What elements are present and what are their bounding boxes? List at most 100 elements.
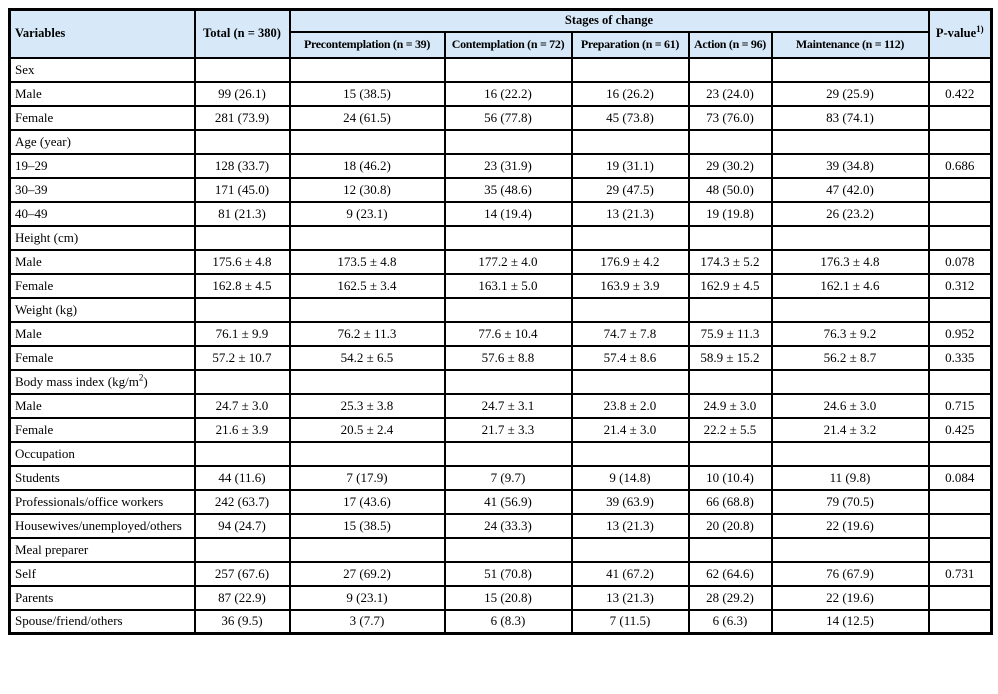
cell-total <box>193 128 291 155</box>
cell-action <box>687 536 773 563</box>
cell-precontemplation: 24 (61.5) <box>288 104 446 131</box>
cell-total <box>193 440 291 467</box>
cell-pvalue <box>927 584 993 611</box>
row-label: Weight (kg) <box>8 296 196 323</box>
cell-precontemplation: 18 (46.2) <box>288 152 446 179</box>
cell-precontemplation: 20.5 ± 2.4 <box>288 416 446 443</box>
cell-contemplation <box>443 440 573 467</box>
cell-total: 57.2 ± 10.7 <box>193 344 291 371</box>
data-row: Female 162.8 ± 4.5 162.5 ± 3.4 163.1 ± 5.0 1… <box>8 272 993 299</box>
cell-total: 36 (9.5) <box>193 608 291 635</box>
header-row-stages: Precontemplation (n = 39) Contemplation … <box>10 30 992 59</box>
cell-action: 62 (64.6) <box>687 560 773 587</box>
cell-contemplation: 77.6 ± 10.4 <box>443 320 573 347</box>
cell-maintenance: 162.1 ± 4.6 <box>770 272 930 299</box>
row-label: Female <box>8 104 196 131</box>
cell-pvalue <box>927 512 993 539</box>
cell-preparation: 9 (14.8) <box>570 464 690 491</box>
cell-maintenance <box>770 440 930 467</box>
cell-maintenance: 21.4 ± 3.2 <box>770 416 930 443</box>
cell-pvalue <box>927 128 993 155</box>
col-header-total: Total (n = 380) <box>193 8 291 59</box>
col-header-action: Action (n = 96) <box>687 30 773 59</box>
cell-pvalue: 0.084 <box>927 464 993 491</box>
cell-preparation: 29 (47.5) <box>570 176 690 203</box>
cell-contemplation: 51 (70.8) <box>443 560 573 587</box>
cell-maintenance: 29 (25.9) <box>770 80 930 107</box>
cell-preparation: 163.9 ± 3.9 <box>570 272 690 299</box>
cell-contemplation: 163.1 ± 5.0 <box>443 272 573 299</box>
cell-contemplation: 56 (77.8) <box>443 104 573 131</box>
cell-pvalue <box>927 176 993 203</box>
cell-contemplation <box>443 224 573 251</box>
data-row: Self 257 (67.6) 27 (69.2) 51 (70.8) 41 (67.2… <box>8 560 993 587</box>
cell-action: 10 (10.4) <box>687 464 773 491</box>
cell-precontemplation: 9 (23.1) <box>288 200 446 227</box>
cell-pvalue <box>927 440 993 467</box>
cell-maintenance: 79 (70.5) <box>770 488 930 515</box>
cell-action: 24.9 ± 3.0 <box>687 392 773 419</box>
cell-contemplation: 23 (31.9) <box>443 152 573 179</box>
cell-pvalue: 0.312 <box>927 272 993 299</box>
cell-total: 99 (26.1) <box>193 80 291 107</box>
cell-contemplation <box>443 56 573 83</box>
cell-maintenance <box>770 368 930 395</box>
row-label: Self <box>8 560 196 587</box>
cell-precontemplation: 9 (23.1) <box>288 584 446 611</box>
cell-preparation <box>570 368 690 395</box>
category-row: Weight (kg) <box>8 296 993 323</box>
cell-precontemplation: 7 (17.9) <box>288 464 446 491</box>
row-label: Sex <box>8 56 196 83</box>
cell-maintenance: 76.3 ± 9.2 <box>770 320 930 347</box>
cell-preparation: 74.7 ± 7.8 <box>570 320 690 347</box>
cell-preparation <box>570 128 690 155</box>
cell-preparation: 41 (67.2) <box>570 560 690 587</box>
cell-pvalue <box>927 104 993 131</box>
cell-preparation <box>570 224 690 251</box>
row-label: Female <box>8 344 196 371</box>
category-row: Body mass index (kg/m2) <box>8 368 993 395</box>
cell-precontemplation: 162.5 ± 3.4 <box>288 272 446 299</box>
cell-contemplation <box>443 128 573 155</box>
cell-contemplation: 6 (8.3) <box>443 608 573 635</box>
cell-contemplation <box>443 368 573 395</box>
data-row: Housewives/unemployed/others 94 (24.7) 15 … <box>8 512 993 539</box>
cell-contemplation: 7 (9.7) <box>443 464 573 491</box>
col-header-maintenance: Maintenance (n = 112) <box>770 30 930 59</box>
cell-maintenance: 39 (34.8) <box>770 152 930 179</box>
row-label: Spouse/friend/others <box>8 608 196 635</box>
cell-precontemplation: 27 (69.2) <box>288 560 446 587</box>
row-label: Students <box>8 464 196 491</box>
data-row: Male 175.6 ± 4.8 173.5 ± 4.8 177.2 ± 4.0 176… <box>8 248 993 275</box>
cell-contemplation: 15 (20.8) <box>443 584 573 611</box>
cell-total: 257 (67.6) <box>193 560 291 587</box>
cell-pvalue <box>927 536 993 563</box>
row-label: Female <box>8 416 196 443</box>
data-row: Male 99 (26.1) 15 (38.5) 16 (22.2) 16 (26.2)… <box>8 80 993 107</box>
col-header-contemplation: Contemplation (n = 72) <box>443 30 573 59</box>
col-header-stages-of-change: Stages of change <box>288 8 930 33</box>
table-body: Sex Male 99 (26.1) 15 (38.5) 16 (22.2) 16 (26… <box>8 56 993 635</box>
row-label: Body mass index (kg/m2) <box>8 368 196 395</box>
cell-action: 20 (20.8) <box>687 512 773 539</box>
category-row: Sex <box>8 56 993 83</box>
cell-pvalue <box>927 368 993 395</box>
cell-action: 29 (30.2) <box>687 152 773 179</box>
cell-preparation: 45 (73.8) <box>570 104 690 131</box>
cell-action: 22.2 ± 5.5 <box>687 416 773 443</box>
cell-pvalue: 0.422 <box>927 80 993 107</box>
cell-total <box>193 368 291 395</box>
row-label: Parents <box>8 584 196 611</box>
cell-precontemplation <box>288 128 446 155</box>
cell-precontemplation: 3 (7.7) <box>288 608 446 635</box>
col-header-variables: Variables <box>8 8 196 59</box>
cell-pvalue <box>927 488 993 515</box>
cell-total <box>193 296 291 323</box>
cell-pvalue: 0.335 <box>927 344 993 371</box>
cell-maintenance: 22 (19.6) <box>770 584 930 611</box>
data-row: Students 44 (11.6) 7 (17.9) 7 (9.7) 9 (14.8)… <box>8 464 993 491</box>
data-row: Male 76.1 ± 9.9 76.2 ± 11.3 77.6 ± 10.4 74.7… <box>8 320 993 347</box>
cell-action <box>687 128 773 155</box>
cell-contemplation <box>443 296 573 323</box>
cell-total: 76.1 ± 9.9 <box>193 320 291 347</box>
